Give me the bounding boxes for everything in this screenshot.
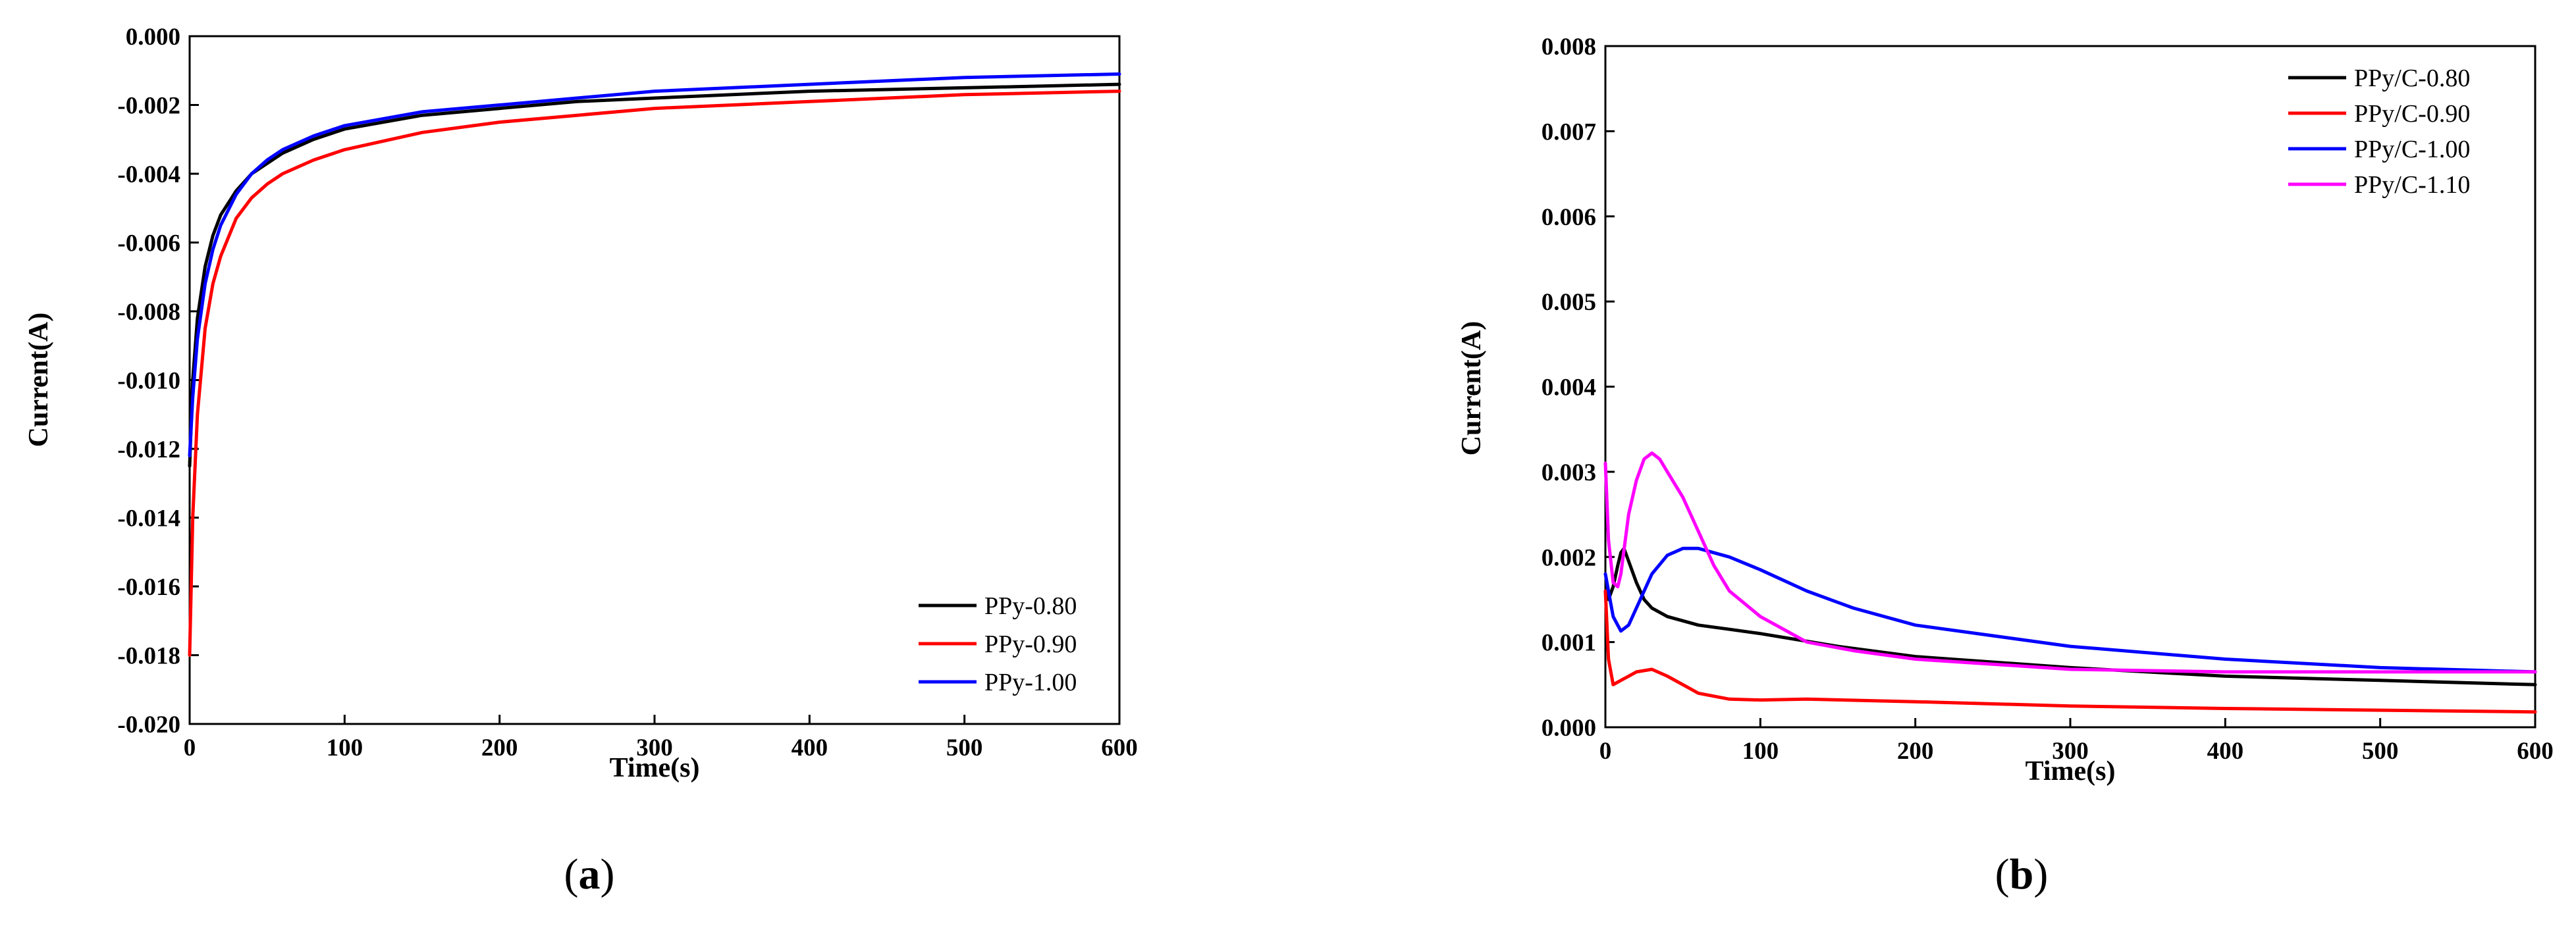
y-tick-label: -0.012: [117, 436, 180, 463]
x-tick-label: 300: [636, 734, 673, 761]
x-tick-label: 600: [2517, 738, 2554, 765]
y-tick-label: 0.004: [1542, 374, 1596, 401]
legend-label: PPy/C-1.00: [2354, 136, 2470, 163]
y-tick-label: 0.001: [1542, 630, 1596, 657]
y-tick-label: 0.005: [1542, 289, 1596, 316]
legend-label: PPy-1.00: [984, 669, 1077, 696]
y-tick-label: 0.003: [1542, 459, 1596, 486]
panel-label-b: (b): [1995, 850, 2049, 898]
y-tick-label: 0.000: [126, 24, 180, 51]
x-tick-label: 100: [1742, 738, 1779, 765]
y-axis-title-a: Current(A): [24, 313, 54, 448]
y-tick-label: -0.014: [117, 505, 180, 532]
y-tick-label: -0.006: [117, 230, 180, 257]
x-tick-label: 500: [2362, 738, 2399, 765]
y-tick-label: -0.020: [117, 711, 180, 738]
x-tick-label: 300: [2052, 738, 2089, 765]
y-tick-label: -0.002: [117, 93, 180, 120]
series-line-ppy-c-0-90: [1603, 589, 2537, 714]
legend-label: PPy/C-1.10: [2354, 171, 2470, 199]
series-group-b: [1603, 451, 2537, 714]
series-line-ppy-1-00: [188, 72, 1121, 457]
x-tick-label: 400: [792, 734, 828, 761]
series-line-ppy-c-1-10: [1603, 451, 2537, 674]
y-tick-label: 0.008: [1542, 34, 1596, 61]
x-tick-label: 400: [2207, 738, 2244, 765]
x-tick-label: 0: [184, 734, 196, 761]
x-axis-title-a: Time(s): [610, 753, 700, 783]
legend-label: PPy/C-0.90: [2354, 100, 2470, 128]
x-tick-label: 0: [1599, 738, 1612, 765]
y-tick-label: -0.008: [117, 299, 180, 326]
legend-label: PPy-0.90: [984, 630, 1077, 658]
y-tick-label: -0.004: [117, 161, 180, 188]
series-line-ppy-c-1-00: [1603, 546, 2537, 674]
series-line-ppy-c-0-80: [1603, 546, 2537, 686]
x-tick-label: 600: [1101, 734, 1138, 761]
legend-b: PPy/C-0.80 PPy/C-0.90 PPy/C-1.00 PPy/C-1.10: [2288, 64, 2470, 199]
series-group-a: [188, 72, 1121, 657]
x-tick-label: 500: [946, 734, 983, 761]
y-tick-label: 0.007: [1542, 118, 1596, 145]
x-tick-label: 100: [327, 734, 363, 761]
chart-panel-b: 0 100 200 300 400 500 600 0.000 0.001 0.002 0.003 0…: [1457, 34, 2554, 898]
y-tick-label: 0.000: [1542, 715, 1596, 742]
legend-a: PPy-0.80 PPy-0.90 PPy-1.00: [919, 592, 1077, 696]
series-line-ppy-0-80: [188, 82, 1121, 468]
x-axis-title-b: Time(s): [2026, 756, 2116, 786]
y-tick-label: -0.016: [117, 574, 180, 601]
series-line-ppy-0-90: [188, 90, 1121, 657]
y-axis-title-b: Current(A): [1457, 321, 1487, 456]
y-tick-label: 0.006: [1542, 204, 1596, 231]
legend-label: PPy-0.80: [984, 592, 1077, 620]
x-tick-label: 200: [481, 734, 518, 761]
axis-ticks-b: 0 100 200 300 400 500 600 0.000 0.001 0.002 0.003 0…: [1542, 34, 2554, 765]
y-tick-label: 0.002: [1542, 544, 1596, 571]
panel-label-a: (a): [564, 850, 615, 898]
chart-panel-a: 0 100 200 300 400 500 600 0.000 -0.002 -0.004 -0.0…: [24, 24, 1138, 898]
y-tick-label: -0.010: [117, 368, 180, 395]
legend-label: PPy/C-0.80: [2354, 64, 2470, 92]
plot-frame-a: [188, 35, 1121, 725]
y-tick-label: -0.018: [117, 643, 180, 670]
x-tick-label: 200: [1897, 738, 1934, 765]
axis-ticks-a: 0 100 200 300 400 500 600 0.000 -0.002 -0.004 -0.0…: [117, 24, 1137, 761]
